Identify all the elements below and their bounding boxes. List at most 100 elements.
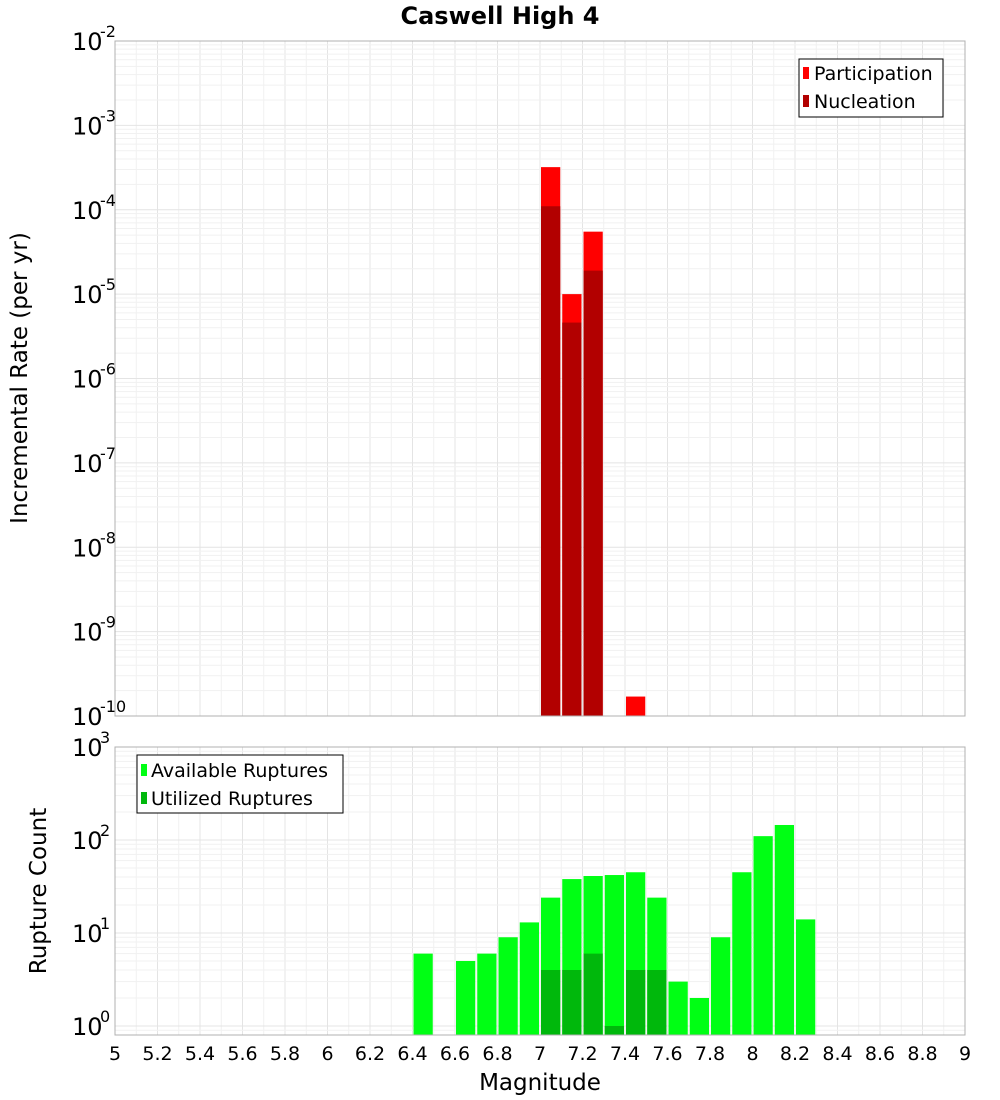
utilized-ruptures-bar [626, 969, 646, 1035]
y-tick-exponent: 0 [100, 1007, 110, 1026]
nucleation-bar [562, 322, 582, 716]
bottom-legend-box [136, 754, 344, 814]
x-tick-label: 7.6 [652, 1043, 682, 1065]
bottom-plot-grid [114, 746, 966, 1036]
available-ruptures-bar [753, 836, 773, 1035]
x-tick-label: 6.4 [397, 1043, 427, 1065]
x-axis-label: Magnitude [479, 1070, 601, 1096]
top-plot-frame [114, 40, 966, 717]
available-ruptures-bar [498, 937, 518, 1035]
y-tick-label: 10-7 [72, 444, 116, 478]
utilized-ruptures-bar [583, 953, 603, 1035]
y-tick-exponent: -4 [100, 191, 116, 210]
y-tick-label: 102 [72, 821, 110, 855]
utilized-ruptures-bar [604, 1025, 624, 1035]
y-tick-label: 10-9 [72, 613, 116, 647]
y-tick-label: 101 [72, 914, 110, 948]
y-tick-base: 10 [72, 197, 103, 225]
x-tick-label: 7 [534, 1043, 546, 1065]
nucleation-legend-label: Nucleation [814, 91, 916, 113]
x-tick-label: 6.8 [482, 1043, 512, 1065]
y-tick-exponent: 2 [100, 821, 110, 840]
utilized-ruptures-bar [541, 969, 561, 1035]
utilized-ruptures-legend-label: Utilized Ruptures [151, 788, 313, 810]
bottom-plot-bars [413, 824, 816, 1035]
top-y-axis-label: Incremental Rate (per yr) [7, 232, 33, 524]
participation-bar [626, 696, 646, 716]
x-axis-ticks: 5 5.2 5.4 5.6 5.8 6 6.2 6.4 6.6 6.8 7 7.2 7.4 7.6 7.8 8… [109, 1043, 971, 1065]
bottom-plot-frame [114, 746, 966, 1036]
y-tick-base: 10 [72, 1013, 103, 1041]
utilized-ruptures-bar [562, 969, 582, 1035]
y-tick-base: 10 [72, 112, 103, 140]
available-ruptures-bar [604, 875, 624, 1035]
x-tick-label: 6.6 [440, 1043, 470, 1065]
participation-legend-label: Participation [814, 63, 933, 85]
y-tick-label: 100 [72, 1007, 110, 1041]
available-ruptures-bar [413, 953, 433, 1035]
x-tick-label: 8 [746, 1043, 758, 1065]
y-tick-base: 10 [72, 920, 103, 948]
x-tick-label: 7.8 [695, 1043, 725, 1065]
y-tick-exponent: -8 [100, 528, 116, 547]
available-ruptures-bar [519, 922, 539, 1035]
x-tick-label: 6 [321, 1043, 333, 1065]
y-tick-label: 10-5 [72, 275, 116, 309]
y-tick-base: 10 [72, 734, 103, 762]
top-legend-box [798, 58, 944, 118]
y-tick-label: 10-4 [72, 191, 116, 225]
y-tick-base: 10 [72, 366, 103, 394]
x-tick-label: 5.2 [142, 1043, 172, 1065]
bottom-y-axis-label: Rupture Count [26, 808, 52, 974]
available-ruptures-bar [796, 919, 816, 1035]
available-ruptures-legend-label: Available Ruptures [151, 760, 328, 782]
y-tick-exponent: -7 [100, 444, 116, 463]
x-tick-label: 8.2 [780, 1043, 810, 1065]
available-ruptures-bar [689, 997, 709, 1035]
nucleation-legend-swatch [803, 95, 809, 107]
y-tick-exponent: -2 [100, 22, 116, 41]
top-legend: Participation Nucleation [798, 58, 944, 118]
y-tick-base: 10 [72, 827, 103, 855]
y-tick-base: 10 [72, 703, 103, 731]
participation-legend-swatch [803, 67, 809, 79]
utilized-ruptures-legend-swatch [141, 792, 147, 804]
x-tick-label: 7.4 [610, 1043, 640, 1065]
available-ruptures-bar [668, 981, 688, 1035]
available-ruptures-bar [477, 953, 497, 1035]
x-tick-label: 8.6 [865, 1043, 895, 1065]
y-tick-base: 10 [72, 450, 103, 478]
x-tick-label: 6.2 [355, 1043, 385, 1065]
available-ruptures-bar [774, 824, 794, 1035]
y-tick-label: 10-6 [72, 360, 116, 394]
y-tick-base: 10 [72, 281, 103, 309]
available-ruptures-bar [732, 872, 752, 1035]
top-plot-bars [541, 167, 646, 716]
available-ruptures-bar [711, 937, 731, 1035]
x-tick-label: 9 [959, 1043, 971, 1065]
y-tick-base: 10 [72, 28, 103, 56]
y-tick-exponent: 3 [100, 728, 110, 747]
y-tick-base: 10 [72, 619, 103, 647]
y-tick-label: 10-8 [72, 528, 116, 562]
top-plot-grid [114, 40, 966, 717]
y-tick-exponent: -10 [100, 697, 126, 716]
x-tick-label: 5 [109, 1043, 121, 1065]
y-tick-exponent: -3 [100, 106, 116, 125]
x-tick-label: 8.4 [822, 1043, 852, 1065]
chart-title: Caswell High 4 [401, 2, 600, 30]
bottom-legend: Available Ruptures Utilized Ruptures [136, 754, 344, 814]
y-tick-label: 10-2 [72, 22, 116, 56]
nucleation-bar [583, 270, 603, 716]
y-tick-exponent: -5 [100, 275, 116, 294]
y-tick-label: 10-3 [72, 106, 116, 140]
available-ruptures-legend-swatch [141, 764, 147, 776]
x-tick-label: 7.2 [567, 1043, 597, 1065]
nucleation-bar [541, 206, 561, 716]
x-tick-label: 5.4 [185, 1043, 215, 1065]
x-tick-label: 5.6 [227, 1043, 257, 1065]
y-tick-label: 10-10 [72, 697, 126, 731]
